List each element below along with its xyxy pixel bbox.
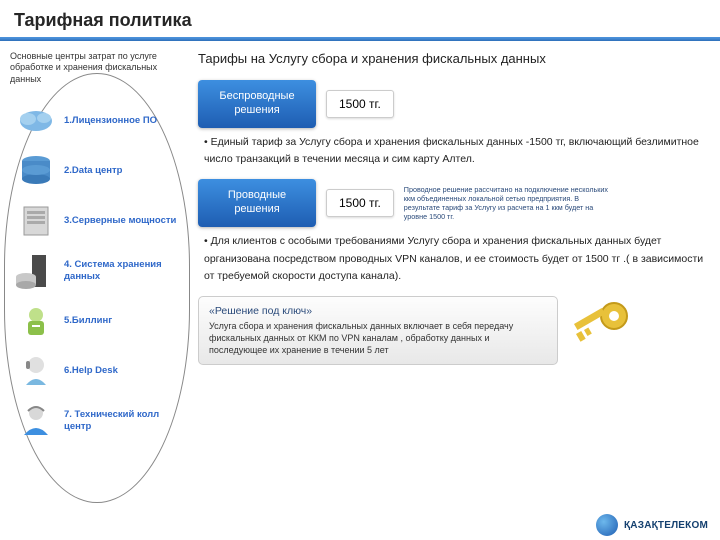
bullet-2: • Для клиентов с особыми требованиями Ус… <box>204 233 712 287</box>
wireless-pill: Беспроводные решения <box>198 80 316 128</box>
tariffs-heading: Тарифы на Услугу сбора и хранения фискал… <box>198 51 712 66</box>
cost-item-1: 1.Лицензионное ПО <box>8 101 188 141</box>
wired-fineprint: Проводное решение рассчитано на подключе… <box>404 185 614 221</box>
cloud-icon <box>14 101 58 141</box>
cost-label: 6.Help Desk <box>64 365 118 376</box>
cost-item-7: 7. Технический колл центр <box>8 401 188 441</box>
page-title: Тарифная политика <box>0 0 720 38</box>
cost-label: 2.Data центр <box>64 165 122 176</box>
cost-label: 7. Технический колл центр <box>64 409 188 432</box>
storage-icon <box>14 251 58 291</box>
database-icon <box>14 151 58 191</box>
turnkey-text: Услуга сбора и хранения фискальных данны… <box>209 321 547 356</box>
brand-name: ҚАЗАҚТЕЛЕКОМ <box>624 520 708 531</box>
turnkey-section: «Решение под ключ» Услуга сбора и хранен… <box>198 296 712 365</box>
cost-label: 1.Лицензионное ПО <box>64 115 157 126</box>
cost-item-4: 4. Система хранения данных <box>8 251 188 291</box>
cost-label: 5.Биллинг <box>64 315 112 326</box>
left-column: Основные центры затрат по услуге обработ… <box>8 49 188 451</box>
billing-icon <box>14 301 58 341</box>
cost-label: 4. Система хранения данных <box>64 259 188 282</box>
wireless-price: 1500 тг. <box>326 90 394 118</box>
footer-brand: ҚАЗАҚТЕЛЕКОМ <box>596 514 708 536</box>
key-icon <box>566 296 636 358</box>
turnkey-title: «Решение под ключ» <box>209 305 547 317</box>
right-column: Тарифы на Услугу сбора и хранения фискал… <box>188 49 712 451</box>
wired-pill: Проводные решения <box>198 179 316 227</box>
wired-price: 1500 тг. <box>326 189 394 217</box>
brand-logo-icon <box>596 514 618 536</box>
bullet-1: • Единый тариф за Услугу сбора и хранени… <box>204 134 712 170</box>
cost-centers-list: 1.Лицензионное ПО 2.Data центр 3.Серверн… <box>8 91 188 441</box>
cost-item-3: 3.Серверные мощности <box>8 201 188 241</box>
server-icon <box>14 201 58 241</box>
wireless-row: Беспроводные решения 1500 тг. <box>198 80 712 128</box>
helpdesk-icon <box>14 351 58 391</box>
turnkey-box: «Решение под ключ» Услуга сбора и хранен… <box>198 296 558 365</box>
cost-item-5: 5.Биллинг <box>8 301 188 341</box>
wired-row: Проводные решения 1500 тг. Проводное реш… <box>198 179 712 227</box>
cost-item-6: 6.Help Desk <box>8 351 188 391</box>
cost-item-2: 2.Data центр <box>8 151 188 191</box>
header-stripe <box>0 38 720 41</box>
content-area: Основные центры затрат по услуге обработ… <box>0 45 720 451</box>
cost-label: 3.Серверные мощности <box>64 215 176 226</box>
callcenter-icon <box>14 401 58 441</box>
